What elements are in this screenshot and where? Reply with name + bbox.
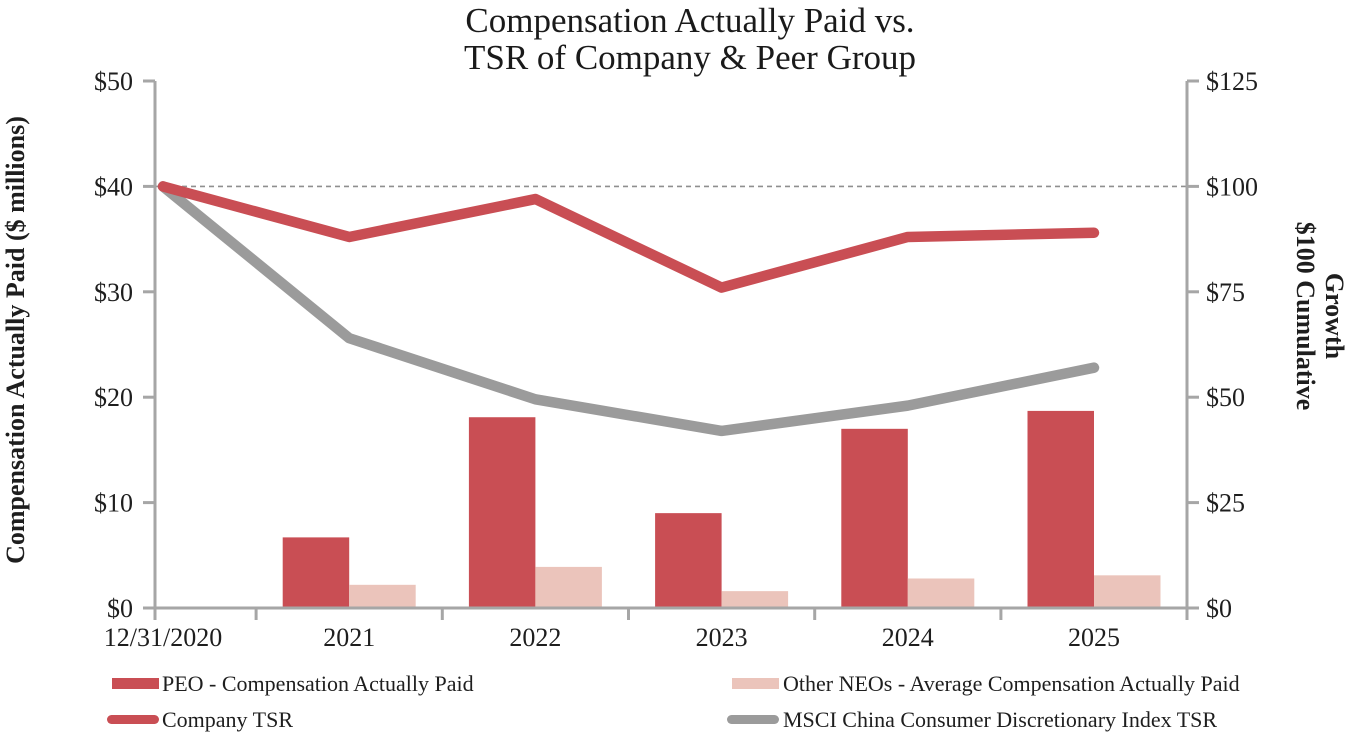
left-axis-tick-label: $30	[94, 278, 133, 307]
left-axis-tick-label: $50	[94, 67, 133, 96]
bar-peo-2023	[655, 513, 722, 608]
x-axis-label-2022: 2022	[509, 623, 561, 652]
right-axis-tick-label: $75	[1206, 278, 1245, 307]
index-tsr-line-swatch-icon	[727, 715, 779, 724]
x-axis-label-2023: 2023	[696, 623, 748, 652]
right-axis-tick-label: $125	[1206, 67, 1258, 96]
neo-bar-swatch-icon	[732, 678, 779, 689]
chart-title-line1: Compensation Actually Paid vs.	[465, 1, 915, 40]
bar-peo-2022	[468, 417, 536, 608]
left-axis-tick-label: $20	[94, 383, 133, 412]
bar-peo-2024	[841, 428, 908, 608]
chart-title: Compensation Actually Paid vs. TSR of Co…	[13, 2, 1354, 76]
legend-label-peo: PEO - Compensation Actually Paid	[162, 671, 474, 696]
left-axis-tick-label: $0	[107, 594, 133, 623]
bar-neo-2021	[349, 584, 416, 608]
right-axis-tick-label: $25	[1206, 489, 1245, 518]
x-axis-label-2025: 2025	[1068, 623, 1120, 652]
company-tsr-line-swatch-icon	[107, 715, 159, 724]
line-index_gray	[157, 181, 1100, 437]
right-axis-tick-label: $50	[1206, 383, 1245, 412]
bar-neo-2025	[1094, 575, 1161, 608]
peo-bar-swatch-icon	[112, 678, 159, 689]
x-axis-label-12/31/2020: 12/31/2020	[104, 623, 222, 652]
right-axis-tick-label: $100	[1206, 172, 1258, 201]
left-axis-tick-label: $10	[94, 489, 133, 518]
bar-peo-2021	[282, 537, 350, 608]
bar-neo-2024	[907, 578, 975, 608]
bar-neo-2023	[721, 591, 789, 608]
x-axis-label-2021: 2021	[323, 623, 375, 652]
legend-label-neo: Other NEOs - Average Compensation Actual…	[783, 671, 1240, 696]
chart-title-line2: TSR of Company & Peer Group	[463, 38, 917, 77]
left-axis-tick-label: $40	[94, 172, 133, 201]
bar-neo-2022	[535, 566, 602, 608]
bar-peo-2025	[1027, 410, 1094, 608]
legend-label-company-tsr: Company TSR	[162, 707, 294, 732]
line-company_red	[157, 181, 1100, 293]
legend-label-index-tsr: MSCI China Consumer Discretionary Index …	[783, 707, 1218, 732]
x-axis-label-2024: 2024	[882, 623, 934, 652]
right-axis-tick-label: $0	[1206, 594, 1232, 623]
